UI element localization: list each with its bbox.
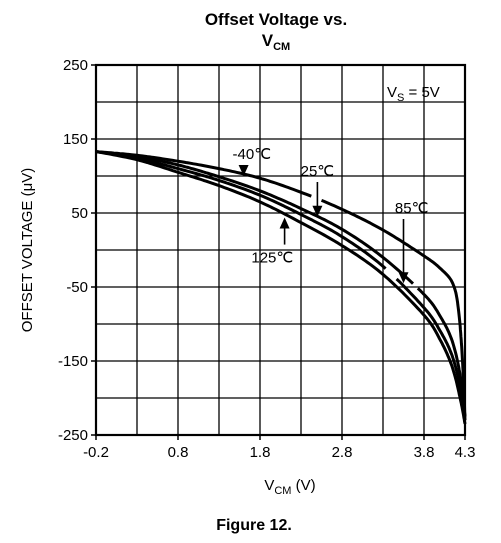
annotation-label-3: 125℃ (251, 250, 293, 267)
vs-value: = 5V (404, 84, 439, 101)
annotation-arrowhead-2 (398, 272, 409, 284)
supply-voltage-label: VS = 5V (387, 84, 440, 104)
x-tick-label: 3.8 (414, 444, 435, 461)
y-tick-label: 50 (71, 205, 88, 222)
series-line-1 (95, 150, 415, 285)
x-tick-label: 2.8 (332, 444, 353, 461)
x-tick-label: 0.8 (168, 444, 189, 461)
x-tick-label: 1.8 (250, 444, 271, 461)
x-axis-label-subscript: CM (274, 485, 291, 497)
axis-ticks: -0.2 0.8 1.8 2.8 3.8 4.3 250 150 50 -50 -150 -250 (58, 57, 475, 461)
chart-title-line2: VCM (262, 31, 290, 53)
annotation-label-1: 25℃ (301, 163, 335, 180)
y-tick-label: -50 (66, 279, 88, 296)
x-tick-label: 4.3 (455, 444, 476, 461)
series-line-3 (95, 150, 467, 425)
vs-main: V (387, 84, 397, 101)
y-tick-label: -150 (58, 353, 88, 370)
y-axis-label: OFFSET VOLTAGE (μV) (19, 168, 36, 333)
y-tick-label: -250 (58, 427, 88, 444)
series-curves (95, 150, 467, 425)
series-line-0 (320, 198, 467, 421)
annotation-label-2: 85℃ (395, 200, 429, 217)
annotation-arrowhead-1 (312, 205, 323, 217)
series-line-2 (95, 150, 387, 270)
x-axis-label-unit: (V) (291, 477, 315, 494)
annotation-arrowhead-3 (279, 217, 290, 229)
x-axis-label: VCM (V) (264, 477, 315, 497)
y-tick-label: 250 (63, 57, 88, 74)
svg-text:VS = 5V: VS = 5V (387, 84, 440, 104)
annotation-arrowhead-0 (238, 165, 249, 176)
x-axis-label-main: V (264, 477, 274, 494)
annotation-label-0: -40℃ (233, 146, 272, 163)
plot-frame (94, 63, 467, 437)
chart-title: Offset Voltage vs. (205, 10, 347, 29)
y-tick-label: 150 (63, 131, 88, 148)
chart-title-vcm-main: V (262, 31, 274, 50)
curve-annotations: -40℃ 25℃ 85℃ 125℃ (233, 146, 429, 284)
x-tick-label: -0.2 (83, 444, 109, 461)
chart-title-vcm-subscript: CM (273, 41, 290, 53)
vs-subscript: S (397, 92, 404, 104)
series-line-2 (395, 277, 467, 418)
figure-caption: Figure 12. (216, 517, 292, 534)
